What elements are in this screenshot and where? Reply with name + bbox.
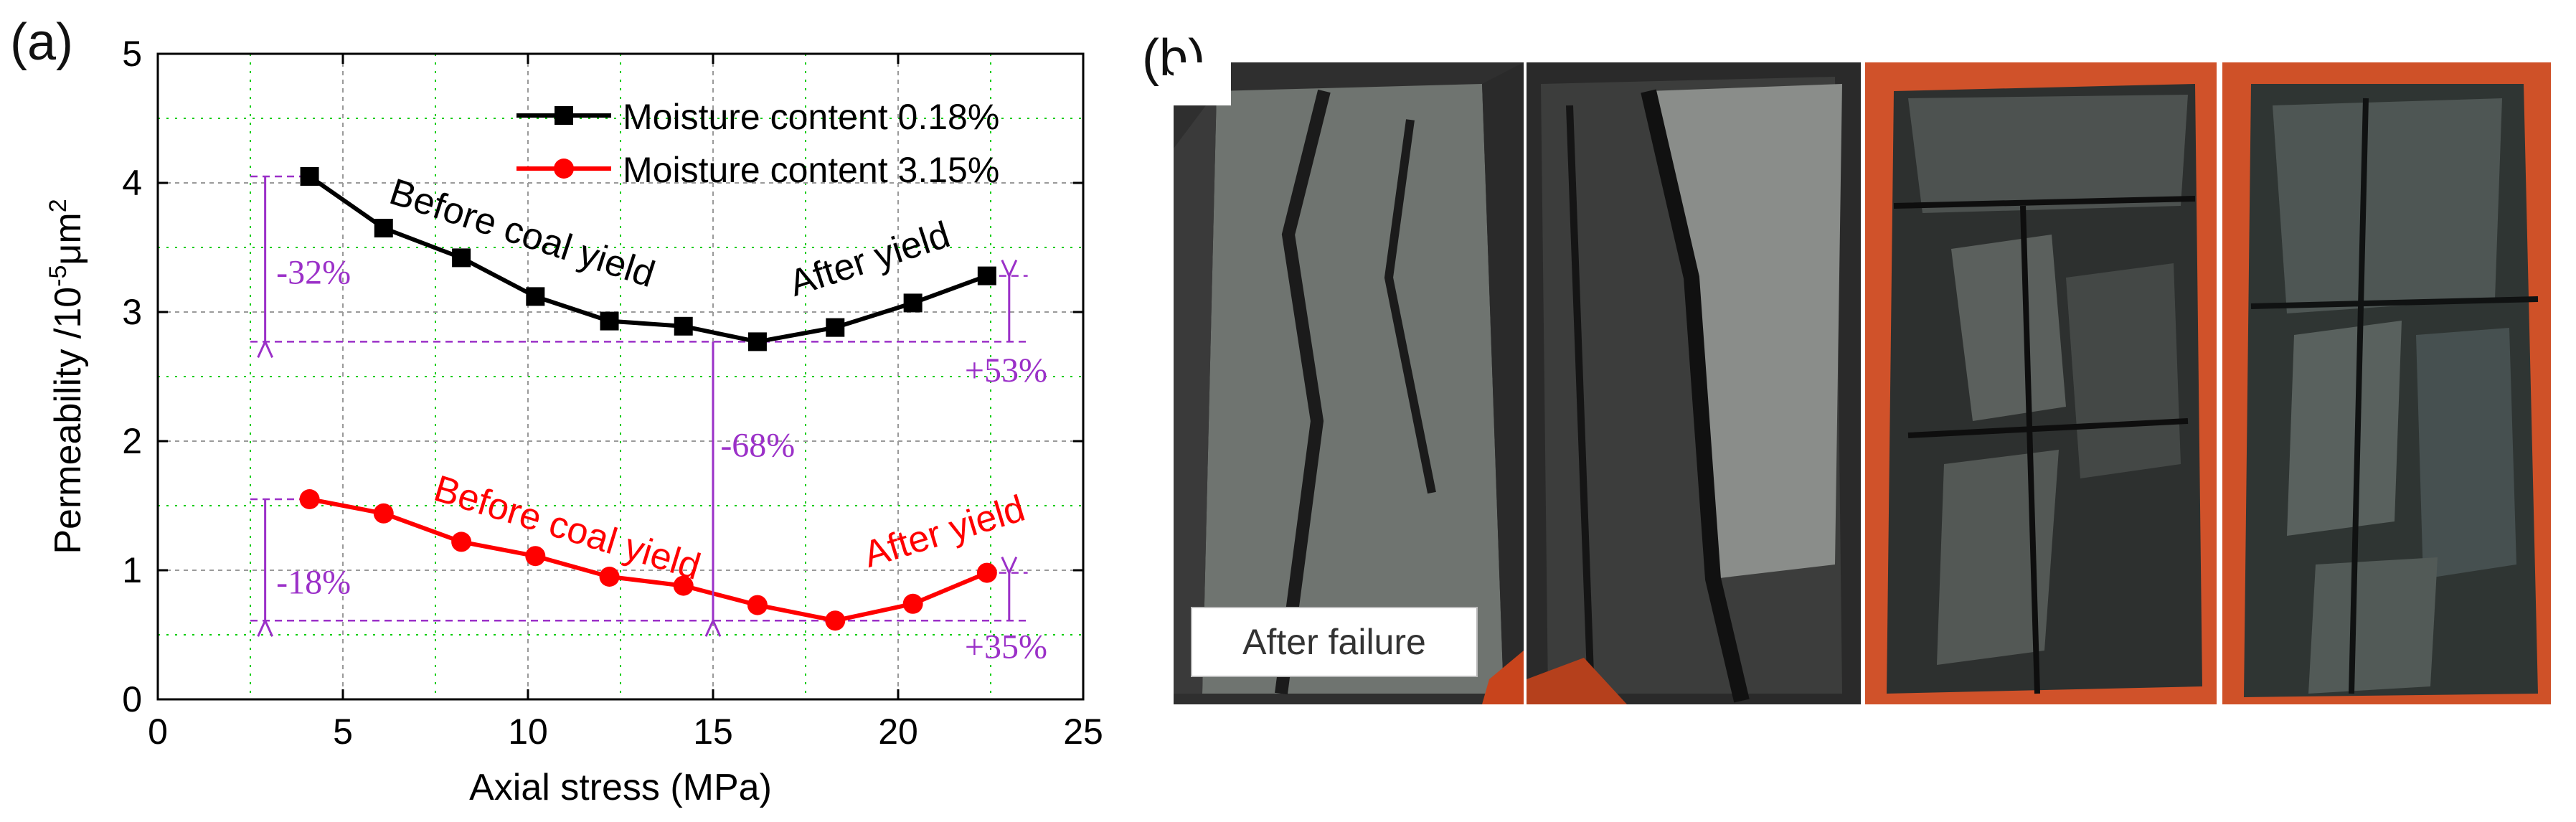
series-layer <box>299 167 997 631</box>
x-tick-label: 15 <box>693 712 733 752</box>
arrow-between-series-head <box>704 618 722 637</box>
x-tick-label: 20 <box>878 712 918 752</box>
annotation-label: +35% <box>965 628 1047 666</box>
x-tick-label: 5 <box>333 712 353 752</box>
tick-layer: 0 5 10 15 20 25 0 1 2 3 4 5 <box>122 34 1103 752</box>
data-point <box>300 167 319 186</box>
annotation-label: +53% <box>965 351 1047 389</box>
annotation-label: -18% <box>276 563 351 601</box>
coal-sample-photo-1 <box>1174 62 1524 704</box>
data-point <box>600 311 619 331</box>
x-tick-label: 10 <box>508 712 548 752</box>
data-point <box>976 562 997 583</box>
data-point <box>977 266 996 285</box>
annotation-label: After yield <box>784 214 955 305</box>
legend-marker-series2 <box>554 159 574 179</box>
legend-marker-series1 <box>555 106 573 125</box>
data-point <box>526 287 545 306</box>
y-axis-title-unit: μm <box>47 212 89 265</box>
series-line-2 <box>308 497 988 623</box>
data-point <box>452 248 471 268</box>
legend-label-series1: Moisture content 0.18% <box>623 97 999 137</box>
data-point <box>599 567 620 587</box>
coal-sample-photo-4 <box>2222 62 2551 704</box>
data-point <box>747 332 767 351</box>
data-point <box>902 593 923 614</box>
y-axis-title-main: Permeability /10 <box>47 287 89 554</box>
coal-sample-photo-2 <box>1527 62 1861 704</box>
after-failure-caption: After failure <box>1191 607 1478 677</box>
data-point <box>525 546 546 567</box>
data-point <box>674 316 693 336</box>
annotation-label: Before coal yield <box>384 171 660 296</box>
panel-a-label: (a) <box>10 14 73 71</box>
arrow-s1-increase-head <box>1001 259 1018 279</box>
annotation-label: -68% <box>720 427 795 465</box>
x-tick-label: 0 <box>148 712 168 752</box>
data-point <box>299 489 320 509</box>
y-tick-label: 4 <box>122 163 142 203</box>
y-tick-label: 3 <box>122 292 142 332</box>
annotation-label: -32% <box>276 253 351 291</box>
plot-frame <box>156 52 1085 701</box>
legend: Moisture content 0.18% Moisture content … <box>516 97 999 190</box>
y-tick-label: 0 <box>122 679 142 719</box>
data-point <box>374 219 393 237</box>
arrow-s2-decrease-head <box>257 618 274 637</box>
coal-sample-photo-3 <box>1865 62 2217 704</box>
data-point <box>825 610 846 631</box>
y-axis-title-sup2: 2 <box>44 199 72 212</box>
arrow-s2-increase-head <box>1001 556 1018 576</box>
y-tick-label: 1 <box>122 550 142 590</box>
x-axis-title: Axial stress (MPa) <box>469 767 772 808</box>
data-point <box>373 503 394 524</box>
data-point <box>747 595 768 615</box>
y-axis-title-sup1: -5 <box>44 265 72 287</box>
data-point <box>826 318 845 337</box>
data-point <box>903 293 923 313</box>
y-tick-label: 5 <box>122 34 142 74</box>
y-tick-label: 2 <box>122 421 142 461</box>
legend-label-series2: Moisture content 3.15% <box>623 150 999 190</box>
data-point <box>673 575 694 596</box>
permeability-chart: 0 5 10 15 20 25 0 1 2 3 4 5 Before coal yield After … <box>44 34 1103 808</box>
x-tick-label: 25 <box>1063 712 1103 752</box>
arrow-s1-decrease-head <box>257 339 274 359</box>
series-line-1 <box>308 174 988 344</box>
data-point <box>451 532 472 552</box>
y-axis-title: Permeability /10-5μm2 <box>44 199 89 554</box>
